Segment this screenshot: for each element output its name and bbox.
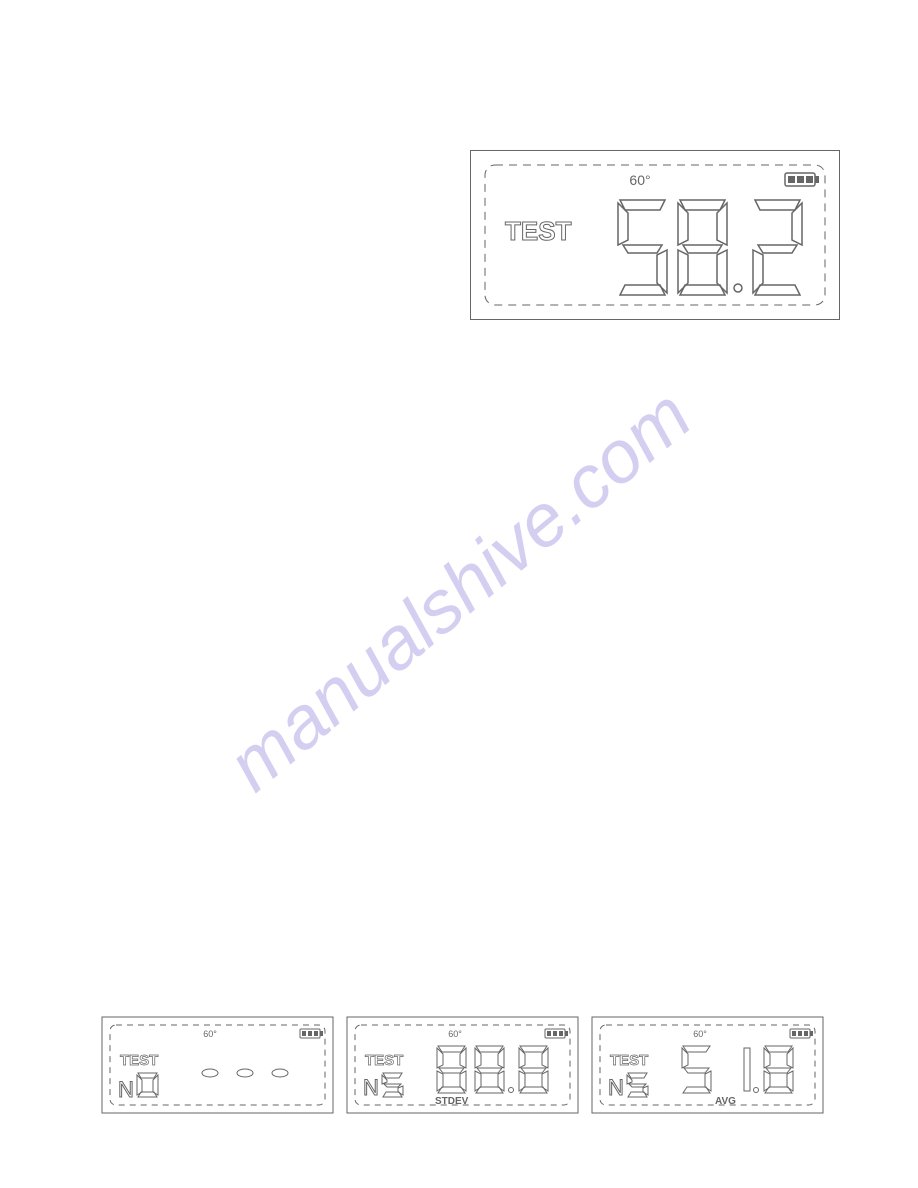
stdev-label: STDEV: [435, 1096, 469, 1107]
degree-label: 60°: [693, 1029, 707, 1039]
lcd-display-small-1: 60° TEST N: [100, 1015, 335, 1115]
test-label: TEST: [365, 1052, 403, 1069]
n-label: N: [118, 1077, 134, 1102]
test-label: TEST: [120, 1052, 158, 1069]
n-label: N: [608, 1075, 624, 1100]
lcd-display-small-3: 60° TEST N: [590, 1015, 825, 1115]
test-label: TEST: [505, 216, 572, 246]
lcd-display-large: 60° TEST: [470, 150, 840, 320]
avg-label: AVG: [715, 1096, 736, 1107]
lcd-display-small-2: 60° TEST N: [345, 1015, 580, 1115]
n-label: N: [363, 1075, 379, 1100]
watermark: manualshive.com: [211, 372, 707, 807]
test-label: TEST: [610, 1052, 648, 1069]
degree-label: 60°: [448, 1029, 462, 1039]
degree-label: 60°: [629, 172, 650, 188]
degree-label: 60°: [203, 1029, 217, 1039]
